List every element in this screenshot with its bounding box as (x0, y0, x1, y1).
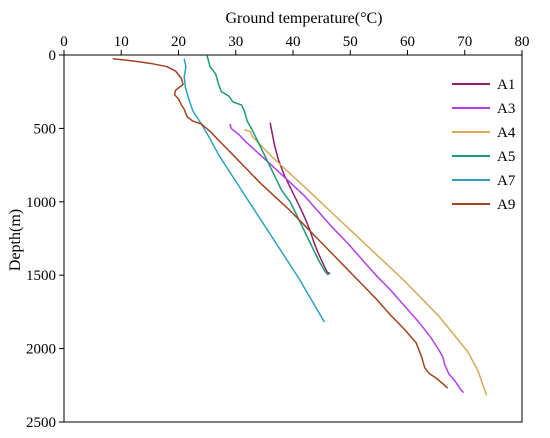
y-axis-title: Depth(m) (7, 209, 24, 271)
series-line-a5 (206, 55, 330, 276)
legend-label-a9: A9 (497, 197, 515, 213)
legend-label-a1: A1 (497, 77, 515, 93)
legend-label-a7: A7 (497, 173, 516, 189)
y-axis-ticks: 0 500 1000 1500 2000 2500 (26, 48, 64, 431)
x-tick-label: 40 (286, 34, 301, 50)
legend-label-a5: A5 (497, 149, 515, 165)
series-line-a7 (183, 58, 326, 323)
legend-label-a3: A3 (497, 101, 515, 117)
x-axis-title: Ground temperature(°C) (225, 10, 382, 27)
x-tick-label: 10 (114, 34, 129, 50)
series-line-a3 (229, 123, 465, 394)
y-tick-label: 500 (34, 121, 57, 137)
y-tick-label: 2000 (26, 342, 56, 358)
y-tick-label: 0 (49, 48, 57, 64)
y-tick-label: 1500 (26, 268, 56, 284)
x-tick-label: 80 (515, 34, 530, 50)
y-tick-label: 2500 (26, 415, 56, 431)
x-tick-label: 20 (171, 34, 186, 50)
x-tick-label: 0 (60, 34, 68, 50)
series-line-a1 (269, 122, 331, 275)
plot-frame (63, 54, 523, 423)
legend: A1 A3 A4 A5 A7 A9 (452, 77, 516, 213)
x-tick-label: 30 (228, 34, 243, 50)
x-axis-ticks: 0 10 20 30 40 50 60 70 80 (60, 34, 530, 55)
x-tick-label: 70 (457, 34, 472, 50)
x-tick-label: 60 (400, 34, 415, 50)
x-tick-label: 50 (343, 34, 358, 50)
legend-label-a4: A4 (497, 125, 516, 141)
y-tick-label: 1000 (26, 195, 56, 211)
series-lines (112, 55, 488, 396)
series-line-a4 (244, 129, 488, 396)
series-line-a9 (112, 57, 449, 389)
